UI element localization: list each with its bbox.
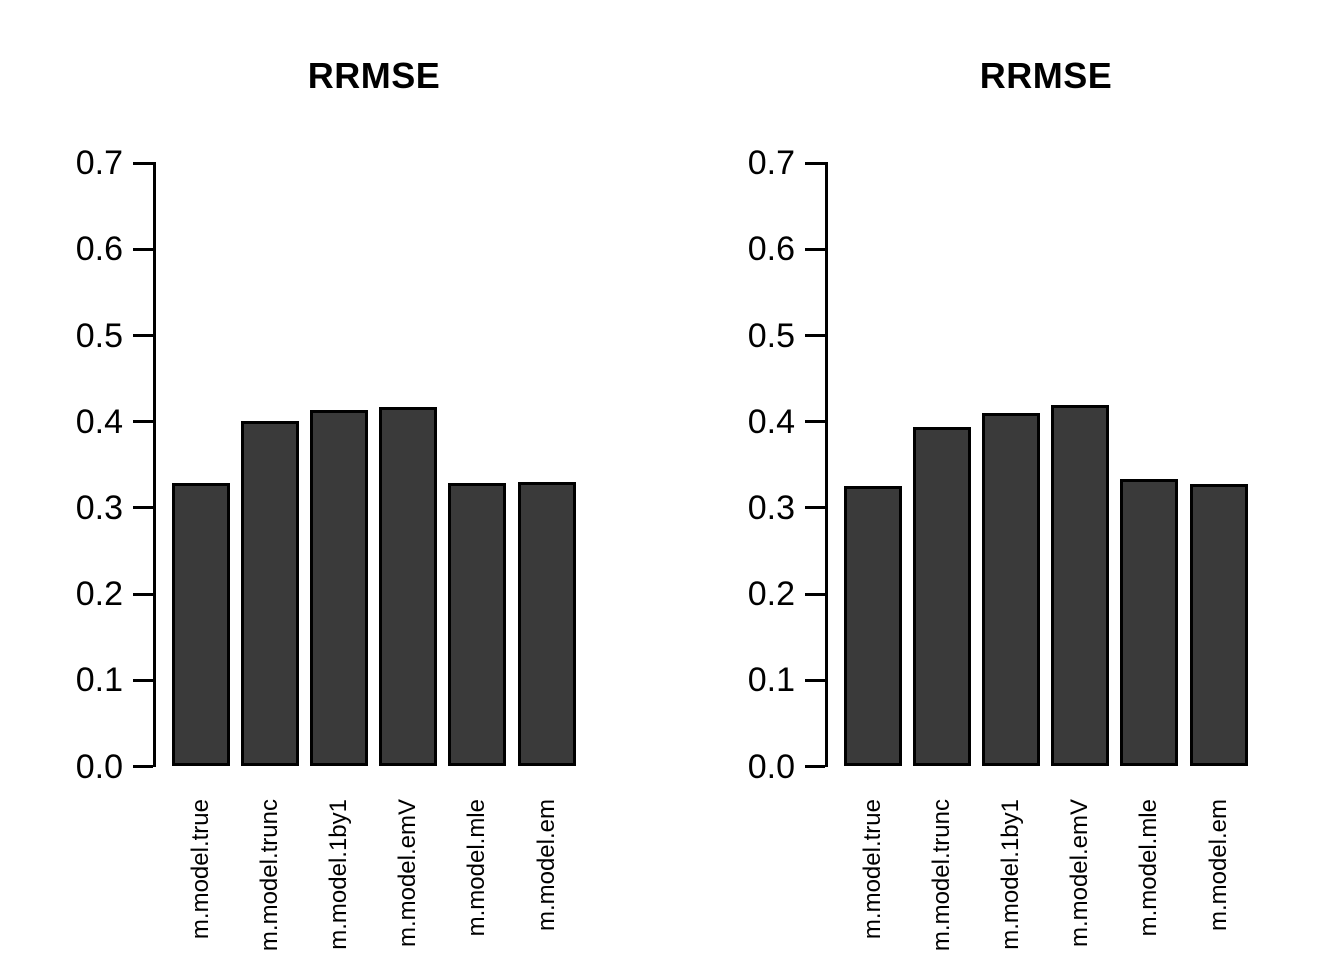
left-bar-m.model.em [517, 482, 576, 767]
right-bar-m.model.trunc [913, 426, 972, 767]
right-bar-m.model.1by1 [982, 413, 1041, 767]
right-chart-title: RRMSE [979, 55, 1113, 96]
left-x-tick-label: m.model.mle [463, 799, 491, 937]
left-y-tick-label: 0.4 [75, 402, 123, 441]
right-y-tick [805, 334, 825, 337]
left-y-tick-label: 0.2 [75, 575, 123, 614]
right-y-tick-label: 0.7 [747, 144, 795, 183]
right-x-tick-label: m.model.mle [1135, 799, 1163, 937]
right-y-tick-label: 0.1 [747, 661, 795, 700]
left-y-tick-label: 0.3 [75, 488, 123, 527]
right-y-tick-label: 0.6 [747, 230, 795, 269]
right-y-tick [805, 420, 825, 424]
left-x-tick-label: m.model.emV [394, 799, 422, 948]
left-y-tick [133, 334, 153, 337]
left-y-tick-label: 0.7 [75, 144, 123, 183]
right-x-tick-label: m.model.true [859, 799, 886, 940]
right-y-tick-label: 0.5 [747, 316, 795, 355]
right-bar-m.model.emV [1051, 405, 1110, 767]
right-y-tick-label: 0.4 [747, 402, 795, 441]
right-y-tick [805, 161, 825, 165]
right-y-tick [805, 506, 825, 510]
left-bar-m.model.emV [379, 407, 438, 767]
right-y-axis-line [825, 162, 828, 768]
left-y-tick [133, 247, 153, 251]
right-x-tick-label: m.model.em [1204, 799, 1232, 932]
right-y-tick [805, 592, 825, 596]
left-y-tick-label: 0.0 [75, 747, 123, 786]
left-y-tick [133, 765, 153, 768]
left-x-tick-label: m.model.em [532, 799, 560, 932]
left-bar-m.model.true [172, 482, 230, 767]
right-chart-panel: RRMSE 0.0 0.1 0.2 0.3 0.4 0.5 0.6 0.7 m.model.tr… [672, 0, 1344, 960]
left-y-tick-label: 0.1 [75, 661, 123, 700]
right-x-tick-label: m.model.emV [1066, 799, 1094, 948]
left-y-axis-line [153, 162, 156, 768]
right-bar-m.model.true [844, 486, 902, 767]
left-chart-panel: RRMSE 0.0 0.1 0.2 0.3 0.4 0.5 0.6 0.7 m.model.tr… [75, 55, 576, 952]
right-y-tick-label: 0.2 [747, 575, 795, 614]
right-y-tick [805, 765, 825, 768]
left-x-tick-label: m.model.true [187, 799, 214, 940]
left-chart-title: RRMSE [307, 55, 441, 96]
right-x-tick-label: m.model.trunc [928, 799, 956, 952]
left-bar-m.model.1by1 [310, 409, 369, 767]
right-bar-m.model.mle [1120, 479, 1179, 767]
right-y-tick [805, 247, 825, 251]
right-y-tick-label: 0.0 [747, 747, 795, 786]
left-y-tick-label: 0.5 [75, 316, 123, 355]
left-y-tick [133, 678, 153, 682]
left-y-tick-label: 0.6 [75, 230, 123, 269]
left-x-tick-label: m.model.trunc [256, 799, 284, 952]
right-bar-m.model.em [1189, 483, 1248, 767]
left-y-tick [133, 506, 153, 510]
left-y-tick [133, 592, 153, 596]
right-y-tick-label: 0.3 [747, 488, 795, 527]
right-y-tick [805, 678, 825, 682]
left-bar-m.model.trunc [241, 420, 300, 767]
left-y-tick [133, 420, 153, 424]
left-bar-m.model.mle [448, 482, 507, 767]
left-y-tick [133, 161, 153, 165]
left-x-tick-label: m.model.1by1 [325, 799, 353, 950]
right-x-tick-label: m.model.1by1 [997, 799, 1025, 950]
